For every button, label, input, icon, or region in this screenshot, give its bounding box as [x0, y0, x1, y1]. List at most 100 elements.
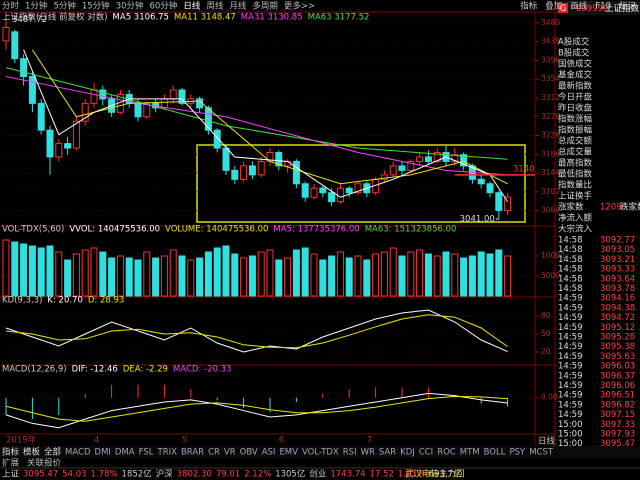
badge: [558, 3, 568, 13]
candle-body: [416, 156, 424, 162]
volume-bar: [178, 255, 186, 297]
volume-bar: [433, 255, 441, 297]
tick-time: 15:00: [558, 430, 583, 440]
indicator-tab[interactable]: ROC: [437, 448, 456, 458]
tick-time: 14:58: [558, 245, 583, 255]
indicator-tab[interactable]: BRAR: [181, 448, 204, 458]
period-tab[interactable]: 1分钟: [25, 1, 47, 12]
tick-time: 14:59: [558, 371, 583, 381]
tool-button[interactable]: 指标: [520, 1, 538, 12]
indicator-tab[interactable]: VR: [224, 448, 236, 458]
indicator-tab[interactable]: 指标: [2, 447, 20, 458]
indicator-tab[interactable]: EMV: [279, 448, 298, 458]
volume-bar: [301, 247, 309, 297]
period-tab[interactable]: 周线: [206, 1, 224, 12]
period-tab[interactable]: 60分钟: [150, 1, 178, 12]
y-tick-label: 3186: [541, 149, 560, 158]
volume-bar: [275, 259, 283, 297]
indicator-tab[interactable]: MACD: [65, 448, 91, 458]
indicator-tab[interactable]: 模板: [23, 447, 41, 458]
volume-bar: [169, 249, 177, 297]
volume-bar: [99, 251, 107, 297]
indicator-tab[interactable]: MTM: [460, 448, 480, 458]
tool-button[interactable]: 标记: [619, 1, 637, 12]
tick-price: 3093.05: [600, 245, 635, 255]
indicator-tab[interactable]: PSY: [509, 448, 526, 458]
candle-body: [389, 165, 397, 176]
extension-tab[interactable]: 关联报价: [27, 458, 62, 469]
indicator-tab[interactable]: WR: [361, 448, 375, 458]
tick-price: 3093.21: [600, 255, 635, 265]
status-item: 1305亿: [275, 469, 305, 480]
candle-body: [319, 187, 327, 194]
candle-body: [398, 165, 406, 171]
volume-bar: [354, 255, 362, 297]
volume-bar: [240, 257, 248, 297]
volume-bar: [248, 255, 256, 297]
tick-price: 3093.78: [600, 284, 635, 294]
indicator-tab[interactable]: 全部: [44, 447, 62, 458]
volume-bar: [64, 259, 72, 297]
volume-bar: [28, 245, 36, 297]
tool-button[interactable]: F10: [595, 2, 611, 12]
period-tab[interactable]: 5分钟: [53, 1, 75, 12]
volume-bar: [451, 253, 459, 297]
y-tick-label: 3438: [541, 37, 560, 46]
volume-bar: [292, 249, 300, 297]
tick-time: 15:00: [558, 420, 583, 430]
tool-button[interactable]: 画线: [570, 1, 588, 12]
volume-bar: [143, 251, 151, 297]
volume-bar: [187, 259, 195, 297]
period-tab[interactable]: 30分钟: [116, 1, 144, 12]
tick-time: 14:58: [558, 284, 583, 294]
tick-time: 14:58: [558, 255, 583, 265]
extension-tab[interactable]: 扩展: [2, 458, 20, 469]
period-tab[interactable]: 分时: [2, 1, 20, 12]
indicator-tab[interactable]: KDJ: [400, 448, 415, 458]
status-item: 2.12%: [244, 470, 271, 480]
candle-body: [99, 89, 107, 100]
indicator-label: MA5: 137735376.00: [273, 225, 359, 235]
candle-body: [486, 183, 494, 194]
period-tab[interactable]: 多周期: [252, 1, 278, 12]
indicator-tab[interactable]: RSI: [343, 448, 357, 458]
period-tab[interactable]: 日线: [183, 1, 201, 12]
level-label: 3140: [513, 164, 535, 174]
indicator-tab[interactable]: DMI: [95, 448, 111, 458]
tick-time: 14:59: [558, 313, 583, 323]
status-item: 54.03: [62, 470, 86, 480]
indicator-label: KD(9,3,3): [2, 296, 42, 306]
period-tab[interactable]: 15分钟: [82, 1, 110, 12]
stat-label: 总成交量: [558, 147, 593, 158]
period-label[interactable]: 日线: [538, 436, 556, 447]
indicator-label: MACD: -20.33: [173, 365, 231, 375]
news-ticker[interactable]: 武汉电信主力回: [405, 469, 465, 480]
period-tab[interactable]: 更多>>: [284, 1, 315, 12]
indicator-tab[interactable]: CR: [208, 448, 220, 458]
status-item: 17.52: [370, 470, 394, 480]
tick-time: 14:59: [558, 381, 583, 391]
indicator-tab[interactable]: CCI: [419, 448, 433, 458]
indicator-tab[interactable]: ASI: [262, 448, 276, 458]
indicator-tab[interactable]: SAR: [379, 448, 396, 458]
indicator-tab[interactable]: DMA: [115, 448, 135, 458]
tick-price: 3095.63: [600, 352, 635, 362]
candle-body: [204, 107, 212, 131]
x-tick-label: 4: [94, 436, 99, 446]
stat-label: 最新指数: [558, 81, 593, 92]
indicator-tab[interactable]: VOL-TDX: [302, 448, 339, 458]
indicator-tab[interactable]: MCST: [529, 448, 554, 458]
y-tick-label: 3270: [541, 112, 560, 121]
stat-label: 指数涨幅: [558, 114, 593, 125]
y-tick-label: 3312: [541, 93, 560, 102]
indicator-tab[interactable]: OBV: [240, 448, 258, 458]
indicator-tab[interactable]: BOLL: [484, 448, 506, 458]
y-tick-label: 3144: [541, 168, 560, 177]
tool-button[interactable]: 叠加: [545, 1, 562, 12]
stat-label: 净流入额: [558, 213, 593, 224]
period-tab[interactable]: 月线: [229, 1, 247, 12]
indicator-tab[interactable]: FSL: [139, 448, 154, 458]
indicator-tab[interactable]: TRIX: [157, 448, 178, 458]
highlight-box: [196, 144, 526, 223]
